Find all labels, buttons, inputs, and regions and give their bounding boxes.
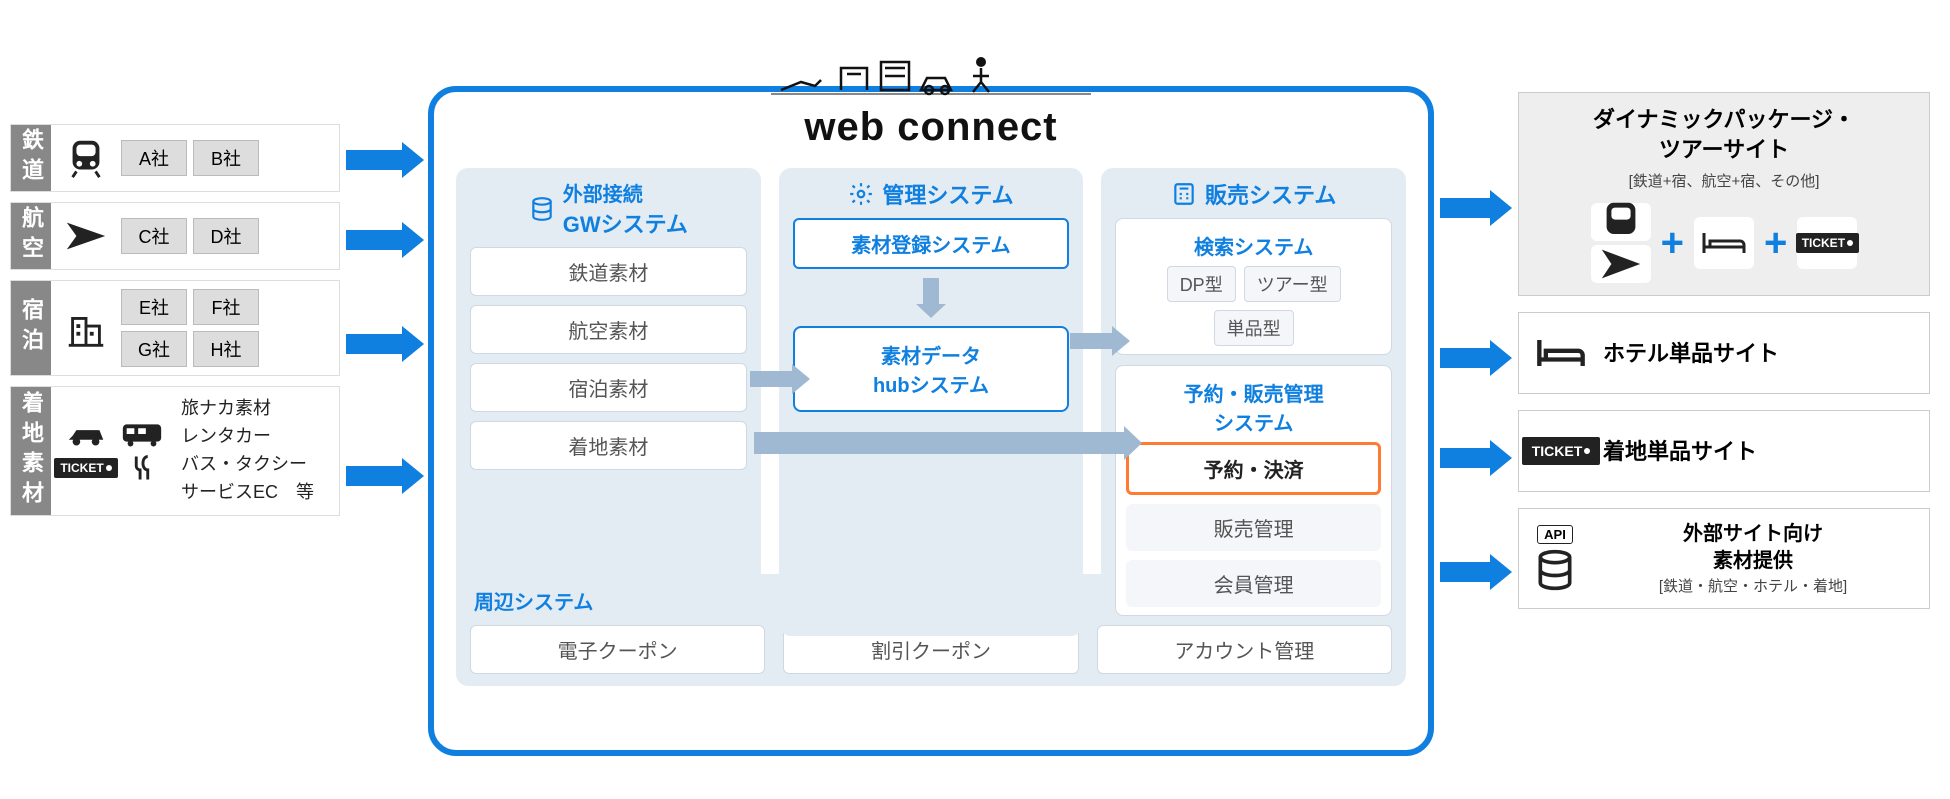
search-tag: ツアー型 [1244,266,1341,302]
cat-dest-tab: 着地素材 [11,387,51,515]
arrow-in [346,142,424,178]
transport-art-icon [771,48,1091,100]
out-dest: TICKET 着地単品サイト [1518,410,1930,492]
calc-icon [1171,181,1197,207]
gw-item: 着地素材 [470,421,747,470]
arrow-internal [916,278,946,318]
mgmt-system: 管理システム 素材登録システム 素材データhubシステム [779,168,1084,636]
peripheral-item: 電子クーポン [470,625,765,674]
gw-item: 宿泊素材 [470,363,747,412]
combo-icons: + + TICKET [1591,203,1858,283]
left-sources: 鉄道 A社 B社 航空 C社 D社 [10,124,340,516]
building-icon [61,303,111,353]
arrow-internal [750,364,810,394]
resv-item: 会員管理 [1126,560,1381,607]
cat-stay-tab: 宿泊 [11,281,51,375]
resv-item: 販売管理 [1126,504,1381,551]
bus-icon [117,418,167,450]
arrow-out [1440,440,1512,476]
out-dp: ダイナミックパッケージ・ツアーサイト [鉄道+宿、航空+宿、その他] + + T… [1518,92,1930,296]
logo: web connect [771,48,1091,150]
ticket-icon: TICKET [61,452,111,484]
plane-icon [1591,245,1651,283]
arrow-internal [1070,326,1130,356]
db-icon [1533,548,1577,592]
cat-rail-tab: 鉄道 [11,125,51,191]
resv-highlight: 予約・決済 [1126,442,1381,495]
bed-icon [1694,217,1754,269]
company-pill: D社 [193,218,259,254]
company-pill: E社 [121,289,187,325]
ticket-icon: TICKET [1533,423,1589,479]
search-system: 検索システム DP型 ツアー型 単品型 [1115,218,1392,355]
search-tag: DP型 [1167,266,1236,302]
diagram-stage: 鉄道 A社 B社 航空 C社 D社 [0,0,1950,799]
company-pill: F社 [193,289,259,325]
plus-icon: + [1661,221,1684,266]
arrow-out [1440,190,1512,226]
gw-item: 航空素材 [470,305,747,354]
plane-icon [61,211,111,261]
db-icon [529,196,555,222]
company-pill: H社 [193,331,259,367]
cat-air: 航空 C社 D社 [10,202,340,270]
right-outputs: ダイナミックパッケージ・ツアーサイト [鉄道+宿、航空+宿、その他] + + T… [1518,92,1930,609]
arrow-internal [754,432,1124,454]
peripheral-item: アカウント管理 [1097,625,1392,674]
company-pill: B社 [193,140,259,176]
company-pill: A社 [121,140,187,176]
dest-icons: TICKET [61,418,171,484]
dest-text: 旅ナカ素材 レンタカー バス・タクシー サービスEC 等 [181,395,314,507]
bed-icon [1533,325,1589,381]
resv-system: 予約・販売管理システム 予約・決済 販売管理 会員管理 [1115,365,1392,616]
company-pill: C社 [121,218,187,254]
cat-rail: 鉄道 A社 B社 [10,124,340,192]
cat-dest: 着地素材 TICKET 旅ナカ素材 レンタカー バス・タクシー サービスEC 等 [10,386,340,516]
gw-system: 外部接続GWシステム 鉄道素材 航空素材 宿泊素材 着地素材 [456,168,761,636]
company-pill: G社 [121,331,187,367]
train-icon [1591,203,1651,241]
fork-icon [117,452,167,484]
search-tag: 単品型 [1214,310,1294,346]
plus-icon: + [1764,221,1787,266]
arrow-out [1440,554,1512,590]
webconnect-box: web connect 外部接続GWシステム 鉄道素材 航空素材 宿泊素材 着地… [428,86,1434,756]
api-badge: API [1537,525,1573,544]
car-icon [61,418,111,450]
out-hotel: ホテル単品サイト [1518,312,1930,394]
hub-system: 素材データhubシステム [793,326,1070,412]
reg-system: 素材登録システム [793,218,1070,269]
arrow-in [346,326,424,362]
cat-air-tab: 航空 [11,203,51,269]
ticket-icon: TICKET [1797,217,1857,269]
logo-text: web connect [771,105,1091,150]
gw-item: 鉄道素材 [470,247,747,296]
arrow-in [346,458,424,494]
gear-icon [848,181,874,207]
arrow-out [1440,340,1512,376]
arrow-in [346,222,424,258]
sales-system: 販売システム 検索システム DP型 ツアー型 単品型 予約・販売管理システム 予… [1101,168,1406,636]
cat-stay: 宿泊 E社 F社 G社 H社 [10,280,340,376]
train-icon [61,133,111,183]
out-ext: API 外部サイト向け素材提供 [鉄道・航空・ホテル・着地] [1518,508,1930,609]
